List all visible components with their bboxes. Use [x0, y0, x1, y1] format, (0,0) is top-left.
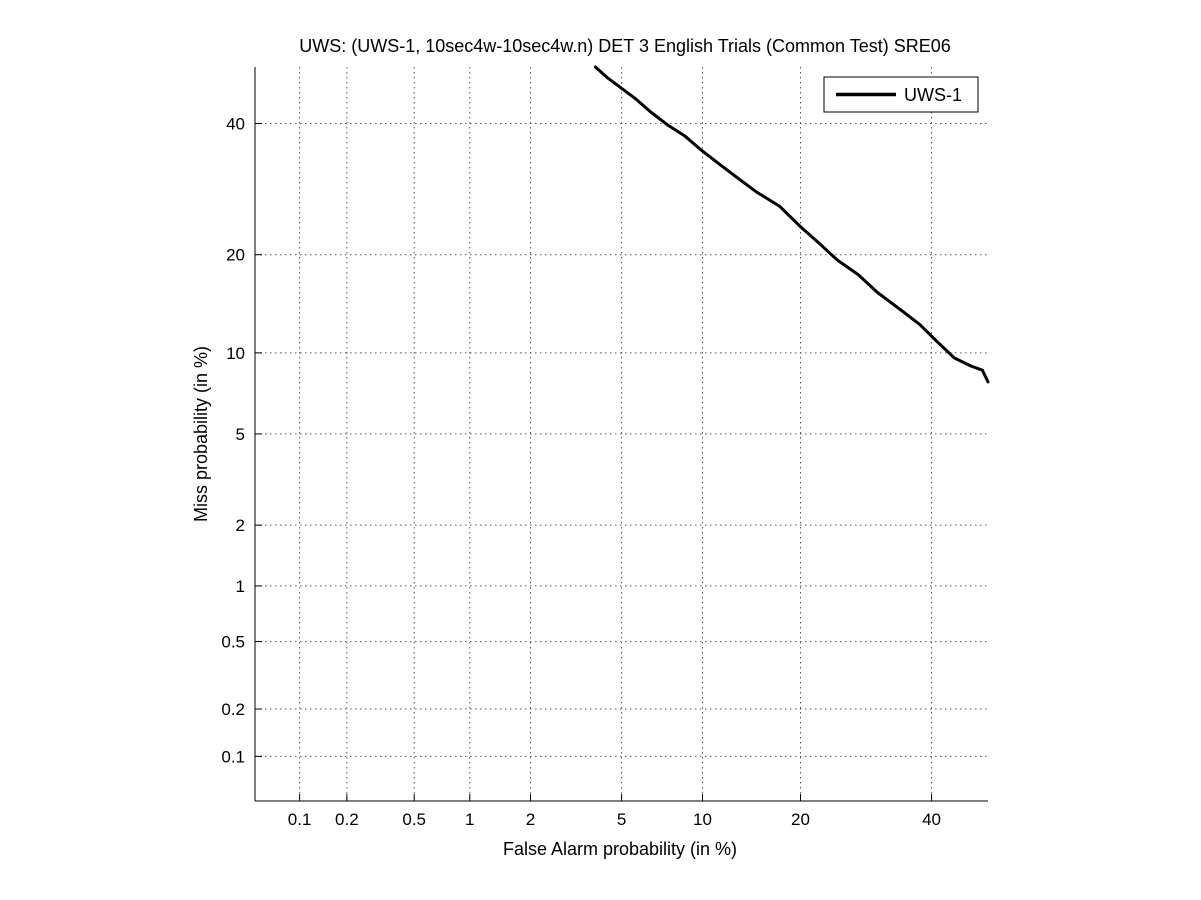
- y-tick-label: 40: [226, 115, 245, 134]
- y-tick-label: 0.5: [221, 633, 245, 652]
- y-tick-label: 1: [236, 577, 245, 596]
- x-tick-label: 40: [922, 810, 941, 829]
- x-tick-label: 0.2: [335, 810, 359, 829]
- series-line-uws-1: [593, 65, 990, 384]
- chart-title: UWS: (UWS-1, 10sec4w-10sec4w.n) DET 3 En…: [299, 36, 951, 56]
- legend-label-uws-1: UWS-1: [904, 85, 962, 105]
- y-tick-label: 10: [226, 344, 245, 363]
- y-tick-label: 20: [226, 246, 245, 265]
- x-tick-label: 0.5: [402, 810, 426, 829]
- grid: [255, 67, 988, 801]
- x-tick-label: 2: [526, 810, 535, 829]
- y-tick-labels: 0.1 0.2 0.5 1 2 5 10 20 40: [221, 115, 245, 767]
- y-axis-label: Miss probability (in %): [191, 346, 211, 522]
- x-tick-labels: 0.1 0.2 0.5 1 2 5 10 20 40: [288, 810, 941, 829]
- x-axis-label: False Alarm probability (in %): [503, 839, 737, 859]
- x-tick-label: 20: [791, 810, 810, 829]
- x-tick-label: 0.1: [288, 810, 312, 829]
- x-tick-label: 5: [617, 810, 626, 829]
- y-tick-label: 2: [236, 516, 245, 535]
- x-tick-label: 1: [465, 810, 474, 829]
- axes: [254, 67, 988, 802]
- curve-layer: [593, 65, 990, 384]
- y-tick-label: 0.2: [221, 700, 245, 719]
- y-tick-label: 5: [236, 425, 245, 444]
- legend: UWS-1: [823, 76, 979, 113]
- x-tick-label: 10: [693, 810, 712, 829]
- y-tick-label: 0.1: [221, 747, 245, 766]
